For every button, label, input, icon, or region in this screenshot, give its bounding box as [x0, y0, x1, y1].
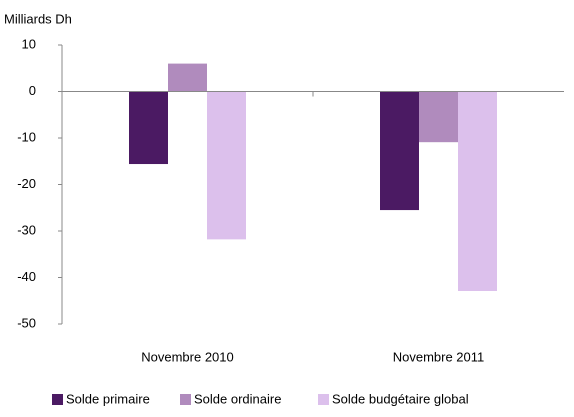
bar [129, 91, 168, 165]
legend-label: Solde ordinaire [194, 391, 281, 406]
bar [207, 91, 246, 240]
bar [380, 91, 419, 211]
y-tick-label: 0 [29, 83, 36, 98]
y-tick-label: -30 [17, 222, 36, 237]
bar [419, 91, 458, 143]
x-tick-label: Novembre 2011 [393, 349, 485, 364]
y-tick-label: -20 [17, 176, 36, 191]
bar [458, 91, 497, 291]
y-tick-label: -40 [17, 269, 36, 284]
y-tick-label: 10 [22, 36, 36, 51]
y-tick-label: -50 [17, 315, 36, 330]
x-tick-label: Novembre 2010 [141, 349, 234, 364]
y-axis-label: Milliards Dh [4, 11, 72, 26]
legend-swatch [318, 394, 329, 405]
bar [168, 63, 207, 92]
legend-swatch [180, 394, 191, 405]
legend-label: Solde budgétaire global [332, 391, 469, 406]
y-tick-label: -10 [17, 129, 36, 144]
legend-label: Solde primaire [66, 391, 150, 406]
legend-swatch [52, 394, 63, 405]
